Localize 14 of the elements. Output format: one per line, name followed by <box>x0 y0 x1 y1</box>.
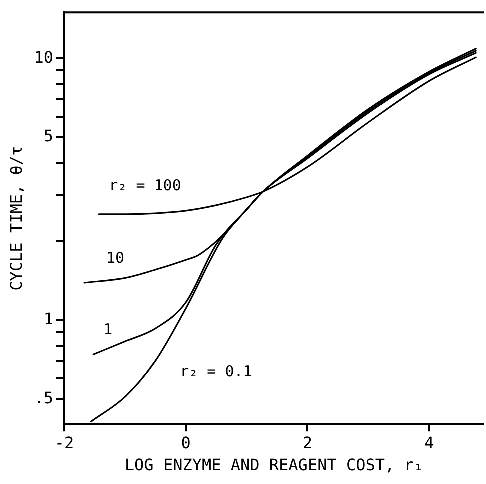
series-label: r₂ = 0.1 <box>180 362 252 380</box>
x-tick-label: -2 <box>54 433 74 452</box>
series-label: r₂ = 100 <box>109 176 182 194</box>
y-tick-label: .5 <box>34 388 54 408</box>
series-label: 1 <box>104 320 113 339</box>
series-label: 10 <box>106 248 125 267</box>
y-axis-title: CYCLE TIME, θ/τ <box>6 146 26 291</box>
x-tick-label: 2 <box>302 433 312 452</box>
x-tick-label: 0 <box>181 433 191 452</box>
x-axis-title: LOG ENZYME AND REAGENT COST, r₁ <box>124 456 424 475</box>
x-tick-label: 4 <box>424 433 434 452</box>
y-tick-label: 1 <box>44 310 54 329</box>
y-tick-label: 10 <box>34 48 54 67</box>
y-tick-label: 5 <box>44 126 54 146</box>
